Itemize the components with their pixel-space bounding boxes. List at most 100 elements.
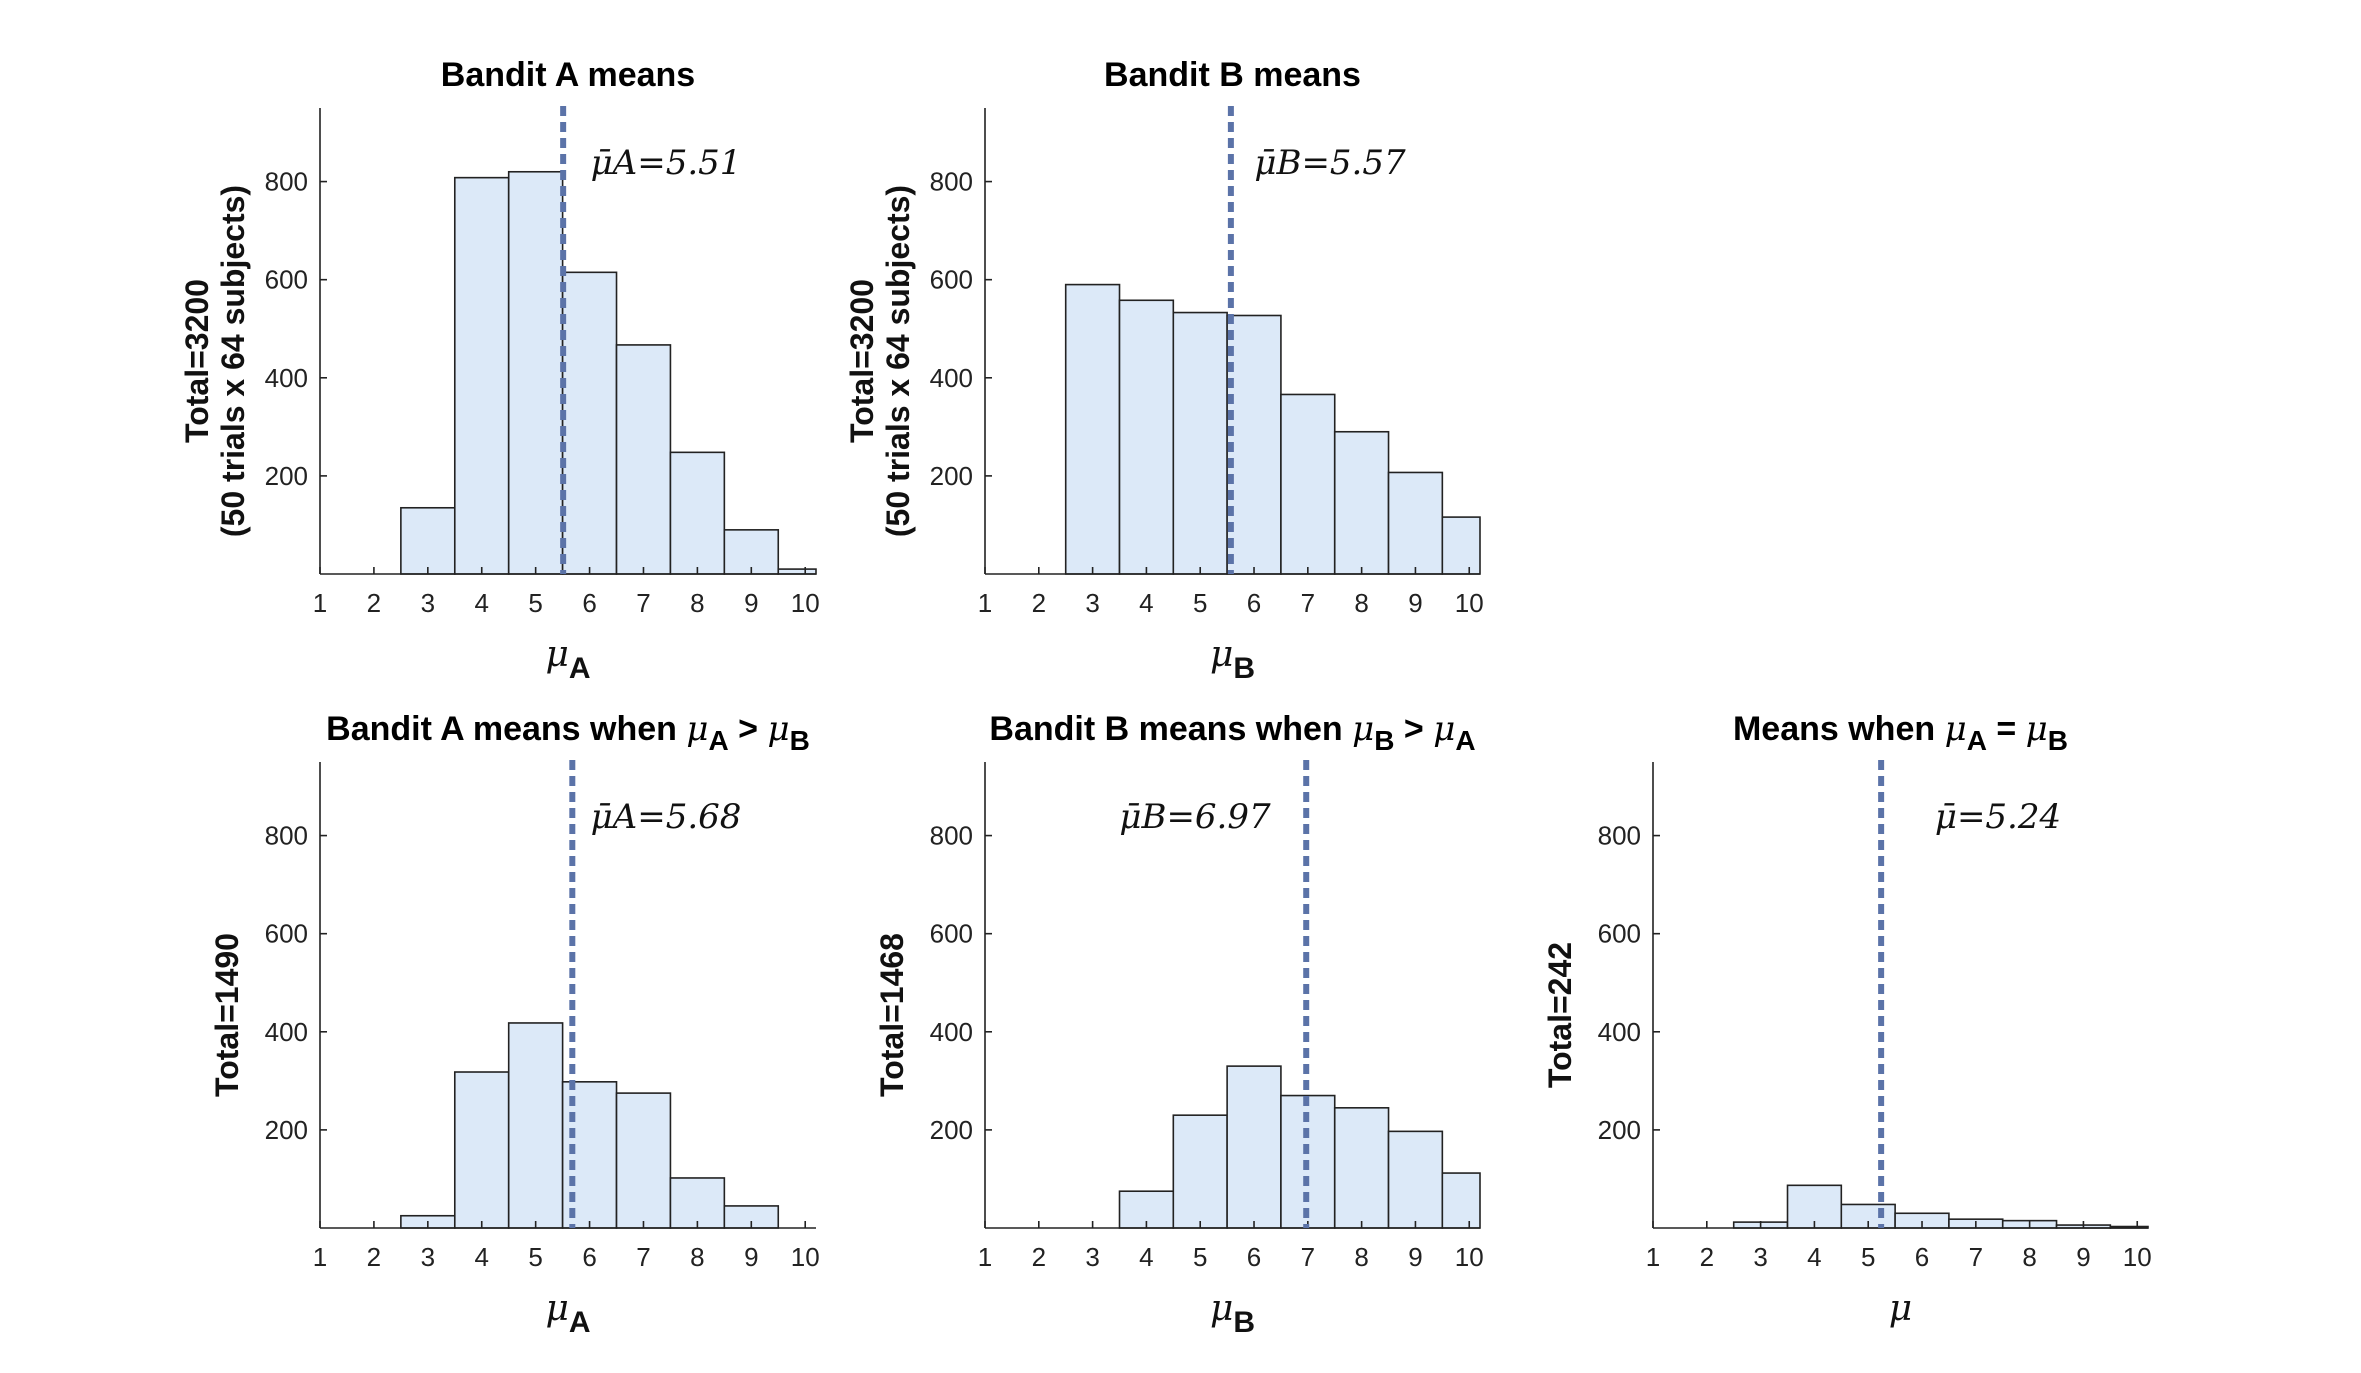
x-tick-label: 5: [528, 1242, 542, 1272]
histogram-bar: [1118, 299, 1175, 575]
chart-panel-1: 200 400 600 800 1 2 3 4 5 6 7 8 9 10 Bandit A means Tot…: [179, 56, 820, 685]
x-axis-label: μA: [545, 1288, 590, 1339]
x-axis-label: μA: [545, 634, 590, 685]
x-tick-label: 9: [744, 588, 758, 618]
x-tick-label: 6: [1247, 588, 1261, 618]
y-tick-label: 800: [930, 167, 973, 197]
x-tick-label: 1: [313, 1242, 327, 1272]
y-tick-label: 600: [1598, 919, 1641, 949]
x-tick-label: 9: [1408, 588, 1422, 618]
chart-panel-5: 200 400 600 800 1 2 3 4 5 6 7 8 9 10 Means when μA = μ…: [1542, 709, 2152, 1329]
x-tick-label: 5: [528, 588, 542, 618]
chart-title: Bandit A means when μA > μB: [326, 709, 810, 756]
histogram-bar: [1441, 516, 1481, 575]
chart-panel-4: 200 400 600 800 1 2 3 4 5 6 7 8 9 10 Bandit B means wh…: [874, 709, 1484, 1339]
x-tick-label: 6: [1247, 1242, 1261, 1272]
histogram-bar: [400, 506, 456, 575]
x-tick-label: 4: [475, 1242, 489, 1272]
mean-annotation: μ̄B=5.57: [1254, 143, 1406, 183]
histogram-bar: [1226, 1065, 1282, 1229]
y-tick-label: 800: [930, 821, 973, 851]
y-axis-label: Total=1468: [874, 933, 910, 1097]
chart-title: Means when μA = μB: [1733, 709, 2068, 756]
y-tick-label: 400: [265, 363, 308, 393]
x-tick-label: 3: [1085, 1242, 1099, 1272]
x-tick-label: 9: [2076, 1242, 2090, 1272]
y-axis-label: (50 trials x 64 subjects): [215, 185, 251, 537]
histogram-bar: [1226, 314, 1282, 575]
histogram-bar: [1333, 430, 1390, 575]
x-tick-label: 2: [1032, 588, 1046, 618]
histogram-bar: [561, 271, 618, 575]
y-axis-label: Total=242: [1542, 942, 1578, 1088]
histogram-bar: [1172, 311, 1228, 575]
histogram-bar: [1064, 283, 1121, 575]
x-tick-label: 7: [636, 588, 650, 618]
mean-annotation: μ̄=5.24: [1935, 797, 2061, 837]
y-tick-label: 600: [265, 265, 308, 295]
chart-title: Bandit A means: [441, 56, 695, 94]
x-tick-label: 5: [1193, 1242, 1207, 1272]
y-tick-label: 600: [265, 919, 308, 949]
histogram-bar: [507, 170, 564, 575]
histogram-bar: [453, 1071, 510, 1229]
y-axis-label: Total=1490: [209, 933, 245, 1097]
chart-title: Bandit B means when μB > μA: [989, 709, 1475, 756]
x-tick-label: 8: [1354, 1242, 1368, 1272]
x-tick-label: 4: [1139, 1242, 1153, 1272]
histogram-bar: [507, 1022, 564, 1229]
y-axis-label: Total=3200: [844, 279, 880, 443]
histogram-bar: [1441, 1172, 1481, 1229]
histogram-bar: [615, 1092, 672, 1229]
histogram-bar: [1387, 471, 1444, 575]
y-tick-label: 600: [930, 919, 973, 949]
x-axis-label: μ: [1889, 1288, 1912, 1329]
x-tick-label: 6: [582, 1242, 596, 1272]
x-axis-label: μB: [1210, 634, 1255, 685]
chart-panel-3: 200 400 600 800 1 2 3 4 5 6 7 8 9 10 Bandit A means wh…: [209, 709, 820, 1339]
y-tick-label: 400: [1598, 1017, 1641, 1047]
x-tick-label: 10: [1455, 1242, 1484, 1272]
x-tick-label: 8: [1354, 588, 1368, 618]
x-tick-label: 2: [1700, 1242, 1714, 1272]
mean-annotation: μ̄B=6.97: [1119, 797, 1271, 837]
chart-title: Bandit B means: [1104, 56, 1361, 94]
y-tick-label: 600: [930, 265, 973, 295]
histogram-bar: [1786, 1184, 1843, 1229]
histogram-bar: [1172, 1114, 1228, 1229]
x-tick-label: 10: [791, 588, 820, 618]
x-tick-label: 6: [1915, 1242, 1929, 1272]
y-tick-label: 800: [265, 821, 308, 851]
x-tick-label: 4: [1139, 588, 1153, 618]
x-tick-label: 7: [1301, 588, 1315, 618]
x-tick-label: 2: [1032, 1242, 1046, 1272]
x-axis-label: μB: [1210, 1288, 1255, 1339]
x-tick-label: 8: [2022, 1242, 2036, 1272]
x-tick-label: 9: [744, 1242, 758, 1272]
histogram-bar: [453, 176, 510, 575]
y-tick-label: 400: [930, 363, 973, 393]
x-tick-label: 5: [1861, 1242, 1875, 1272]
histogram-bar: [615, 344, 672, 575]
x-tick-label: 10: [791, 1242, 820, 1272]
x-tick-label: 5: [1193, 588, 1207, 618]
y-tick-label: 400: [265, 1017, 308, 1047]
x-tick-label: 7: [1301, 1242, 1315, 1272]
y-tick-label: 200: [930, 461, 973, 491]
histogram-bar: [669, 1177, 726, 1229]
x-tick-label: 8: [690, 588, 704, 618]
x-tick-label: 8: [690, 1242, 704, 1272]
x-tick-label: 2: [367, 588, 381, 618]
histogram-bar: [723, 529, 780, 575]
y-tick-label: 800: [1598, 821, 1641, 851]
x-tick-label: 3: [421, 1242, 435, 1272]
x-tick-label: 1: [978, 588, 992, 618]
x-tick-label: 3: [421, 588, 435, 618]
x-tick-label: 10: [2123, 1242, 2152, 1272]
x-tick-label: 1: [313, 588, 327, 618]
y-tick-label: 200: [1598, 1115, 1641, 1145]
x-tick-label: 9: [1408, 1242, 1422, 1272]
y-tick-label: 200: [265, 461, 308, 491]
chart-panel-2: 200 400 600 800 1 2 3 4 5 6 7 8 9 10 Bandit B means Tot…: [844, 56, 1484, 685]
